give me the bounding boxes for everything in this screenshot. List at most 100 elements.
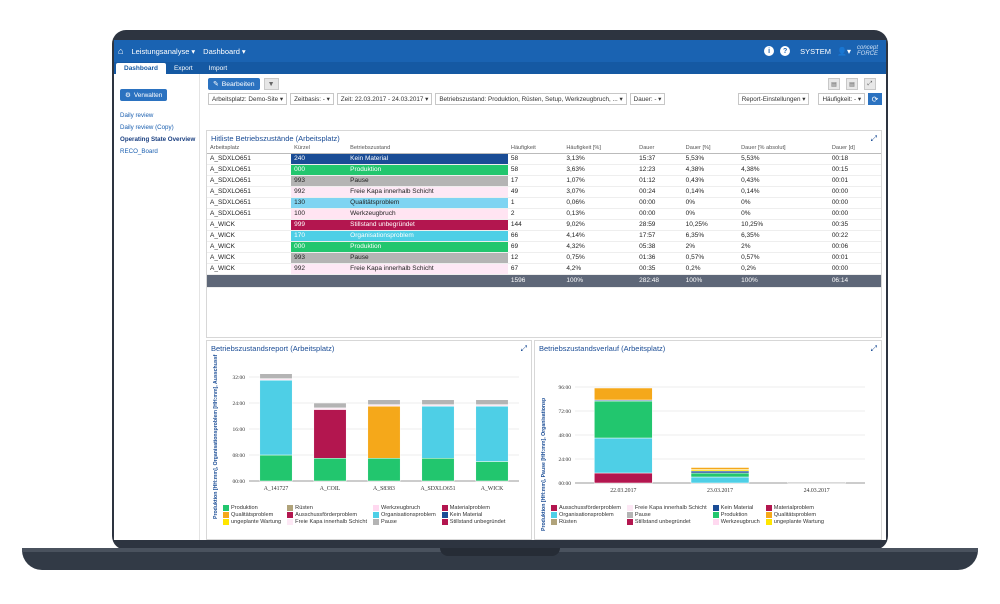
- legend-item[interactable]: Ausschussförderproblem: [287, 512, 367, 518]
- table-row[interactable]: A_WICK 000 Produktion 69 4,32% 05:38 2% 2% 00:06: [207, 241, 881, 253]
- column-header[interactable]: Dauer [%]: [682, 144, 739, 154]
- csv-export-icon[interactable]: ▤: [828, 78, 840, 90]
- column-header[interactable]: Dauer: [636, 144, 683, 154]
- sidebar-item-daily-review[interactable]: Daily review: [120, 112, 154, 119]
- filter-icon[interactable]: ▼: [263, 78, 279, 90]
- bar-segment[interactable]: [367, 458, 401, 482]
- bar-segment[interactable]: [690, 467, 750, 470]
- filter-dauer[interactable]: Dauer: - ▾: [629, 93, 666, 105]
- info-icon[interactable]: i: [764, 46, 775, 56]
- bar-segment[interactable]: [421, 399, 455, 405]
- tab-import[interactable]: Import: [208, 65, 228, 72]
- legend-item[interactable]: ungeplante Wartung: [223, 519, 281, 525]
- bar-segment[interactable]: [594, 387, 653, 401]
- legend-item[interactable]: Pause: [626, 512, 707, 518]
- bar-segment[interactable]: [421, 458, 455, 482]
- table-row[interactable]: A_SDXLO651 000 Produktion 58 3,63% 12:23 4,38%…: [207, 164, 881, 176]
- legend-item[interactable]: Freie Kapa innerhalb Schicht: [287, 519, 367, 525]
- bar-segment[interactable]: [690, 472, 750, 478]
- table-row[interactable]: A_WICK 999 Stillstand unbegründet 144 9,02% 2…: [207, 219, 881, 231]
- menu-leistungsanalyse[interactable]: Leistungsanalyse ▾: [131, 46, 196, 56]
- legend-item[interactable]: ungeplante Wartung: [765, 519, 824, 525]
- table-row[interactable]: A_SDXLO651 992 Freie Kapa innerhalb Schich…: [207, 186, 881, 198]
- legend-item[interactable]: Ausschussförderproblem: [551, 505, 621, 511]
- column-header[interactable]: Dauer [% absolut]: [738, 144, 829, 154]
- bar-segment[interactable]: [313, 458, 347, 482]
- sidebar-item-reco-board[interactable]: RECO_Board: [120, 148, 158, 155]
- legend-item[interactable]: Werkzeugbruch: [712, 519, 760, 525]
- bar-segment[interactable]: [259, 373, 293, 379]
- legend-item[interactable]: Materialproblem: [765, 505, 824, 511]
- fullscreen-icon[interactable]: ⤢: [864, 78, 876, 90]
- legend-item[interactable]: Produktion: [712, 512, 760, 518]
- refresh-icon[interactable]: ⟳: [868, 93, 882, 105]
- table-row[interactable]: A_SDXLO651 993 Pause 17 1,07% 01:12 0,43% 0,43%…: [207, 175, 881, 187]
- help-icon[interactable]: ?: [780, 46, 791, 56]
- bar-segment[interactable]: [594, 400, 653, 439]
- legend-item[interactable]: Freie Kapa innerhalb Schicht: [626, 505, 707, 511]
- expand-icon[interactable]: ⤢: [870, 134, 877, 143]
- bar-segment[interactable]: [313, 409, 347, 459]
- bar-segment[interactable]: [475, 461, 509, 482]
- legend-item[interactable]: Materialproblem: [441, 505, 506, 511]
- legend-item[interactable]: Qualitätsproblem: [765, 512, 824, 518]
- column-header[interactable]: Kürzel: [291, 144, 348, 154]
- bar-segment[interactable]: [259, 454, 293, 482]
- table-cell: 0%: [682, 197, 739, 209]
- filter-zeit[interactable]: Zeit: 22.03.2017 - 24.03.2017 ▾: [336, 93, 433, 105]
- expand-icon[interactable]: ⤢: [870, 344, 877, 353]
- bar-segment[interactable]: [259, 380, 293, 456]
- report-settings-dropdown[interactable]: Report-Einstellungen ▾: [737, 93, 810, 105]
- table-row[interactable]: A_SDXLO651 240 Kein Material 58 3,13% 15:37 5,…: [207, 153, 881, 165]
- column-header[interactable]: Betriebszustand: [347, 144, 508, 154]
- table-row[interactable]: A_SDXLO651 100 Werkzeugbruch 2 0,13% 00:00 0% 0…: [207, 208, 881, 220]
- legend-item[interactable]: Rüsten: [287, 505, 367, 511]
- bar-segment[interactable]: [367, 406, 401, 459]
- filter-betriebszustand[interactable]: Betriebszustand: Produktion, Rüsten, Set…: [435, 93, 627, 105]
- filter-arbeitsplatz[interactable]: Arbeitsplatz: Demo-Site ▾: [208, 93, 288, 105]
- user-icon[interactable]: 👤▾: [837, 46, 851, 56]
- legend-item[interactable]: Organisationsproblem: [373, 512, 436, 518]
- column-header[interactable]: Arbeitsplatz: [207, 144, 292, 154]
- bar-segment[interactable]: [313, 402, 347, 409]
- bar-segment[interactable]: [690, 470, 750, 474]
- legend-item[interactable]: Organisationsproblem: [551, 512, 621, 518]
- bar-segment[interactable]: [594, 437, 653, 474]
- edit-button[interactable]: ✎ Bearbeiten: [208, 78, 260, 90]
- sidebar-item-daily-review-copy[interactable]: Daily review (Copy): [120, 124, 174, 131]
- report-chart-title: Betriebszustandsreport (Arbeitsplatz) ⤢: [211, 344, 527, 353]
- column-header[interactable]: Häufigkeit [%]: [563, 144, 637, 154]
- legend-item[interactable]: Werkzeugbruch: [373, 505, 436, 511]
- legend-item[interactable]: Rüsten: [551, 519, 621, 525]
- filter-haeufigkeit[interactable]: Häufigkeit: - ▾: [818, 93, 865, 105]
- table-row[interactable]: A_WICK 170 Organisationsproblem 66 4,14% 17:5…: [207, 230, 881, 242]
- menu-dashboard[interactable]: Dashboard ▾: [203, 46, 246, 56]
- bar-segment[interactable]: [421, 406, 455, 459]
- tab-export[interactable]: Export: [173, 65, 193, 72]
- legend-item[interactable]: Pause: [373, 519, 436, 525]
- legend-item[interactable]: Produktion: [223, 505, 281, 511]
- legend-item[interactable]: Stillstand unbegründet: [441, 519, 505, 525]
- filter-zeitbasis[interactable]: Zeitbasis: - ▾: [290, 93, 334, 105]
- column-header[interactable]: Häufigkeit: [507, 144, 564, 154]
- bar-segment[interactable]: [475, 406, 509, 462]
- table-row[interactable]: A_WICK 992 Freie Kapa innerhalb Schicht 67 4…: [207, 263, 881, 275]
- legend-item[interactable]: Kein Material: [712, 505, 760, 511]
- bar-segment[interactable]: [594, 472, 653, 484]
- table-row[interactable]: A_SDXLO651 130 Qualitätsproblem 1 0,06% 00:00…: [207, 197, 881, 209]
- bar-segment[interactable]: [475, 399, 509, 405]
- bar-segment[interactable]: [367, 399, 401, 405]
- bar-segment[interactable]: [787, 481, 846, 484]
- pdf-export-icon[interactable]: ▤: [846, 78, 858, 90]
- home-icon[interactable]: ⌂: [118, 46, 124, 56]
- sidebar-item-operating-state[interactable]: Operating State Overview: [120, 136, 196, 143]
- tab-dashboard[interactable]: Dashboard: [116, 63, 166, 74]
- column-header[interactable]: Dauer [d]: [828, 144, 881, 154]
- legend-item[interactable]: Stillstand unbegründet: [626, 519, 707, 525]
- manage-button[interactable]: ⚙ Verwalten: [120, 89, 168, 101]
- legend-item[interactable]: Kein Material: [441, 512, 506, 518]
- bar-segment[interactable]: [690, 476, 750, 484]
- legend-item[interactable]: Qualitätsproblem: [223, 512, 281, 518]
- table-row[interactable]: A_WICK 993 Pause 12 0,75% 01:36 0,57% 0,57% 00:0…: [207, 252, 881, 264]
- expand-icon[interactable]: ⤢: [520, 344, 527, 353]
